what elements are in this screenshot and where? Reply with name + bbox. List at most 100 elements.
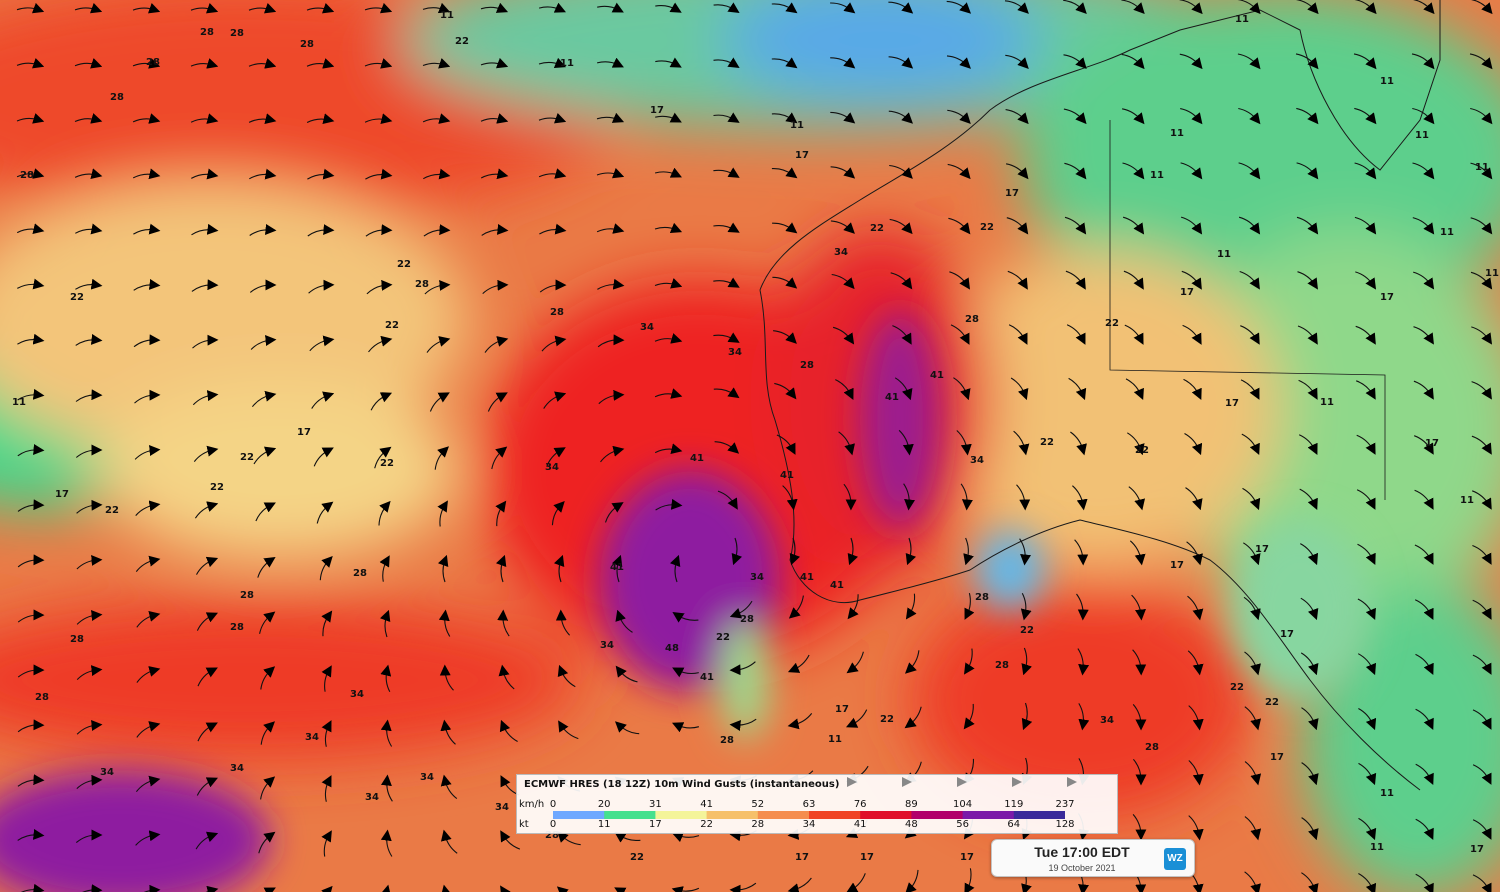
wind-arrow-icon <box>717 490 738 510</box>
contour-label: 28 <box>545 830 559 841</box>
wind-arrow-icon <box>830 111 856 124</box>
wind-arrow-icon <box>1125 378 1144 401</box>
wind-arrow-icon <box>143 884 161 892</box>
contour-label: 28 <box>550 307 564 318</box>
contour-label: 28 <box>353 568 367 579</box>
wind-arrow-icon <box>1412 107 1435 125</box>
contour-label: 22 <box>380 458 394 469</box>
contour-label: 17 <box>1225 398 1239 409</box>
contour-label: 28 <box>740 614 754 625</box>
wind-arrow-icon <box>904 650 920 674</box>
wind-arrow-icon <box>654 443 683 455</box>
wind-arrow-icon <box>74 168 103 180</box>
contour-label: 48 <box>665 643 679 654</box>
contour-label: 22 <box>980 222 994 233</box>
wind-arrow-icon <box>832 326 855 345</box>
wind-arrow-icon <box>16 58 45 69</box>
contour-label: 22 <box>397 259 411 270</box>
wind-arrow-icon <box>845 709 868 728</box>
wind-arrow-icon <box>1356 434 1376 455</box>
contour-label: 22 <box>105 505 119 516</box>
wind-arrow-icon <box>1470 107 1493 125</box>
legend-kmh-tick: 89 <box>905 799 918 810</box>
wind-arrow-icon <box>615 665 638 683</box>
wind-arrow-icon <box>1243 596 1261 621</box>
wind-arrow-icon <box>321 720 332 747</box>
wind-arrow-icon <box>1298 379 1318 400</box>
wind-arrow-icon <box>1005 109 1029 125</box>
contour-label: 17 <box>55 489 69 500</box>
contour-label: 34 <box>728 347 742 358</box>
wind-arrow-icon <box>903 483 916 511</box>
wind-arrow-icon <box>541 335 567 352</box>
wind-arrow-icon <box>1472 654 1492 675</box>
legend-arrow-icons <box>847 777 1077 787</box>
wind-arrow-icon <box>423 168 451 180</box>
wind-arrow-icon <box>964 592 975 620</box>
contour-label: 17 <box>795 150 809 161</box>
wind-arrow-icon <box>1007 270 1028 290</box>
wind-arrow-icon <box>963 703 975 730</box>
wind-arrow-icon <box>1006 163 1029 180</box>
wind-arrow-icon <box>17 664 45 678</box>
legend-kmh-tick: 119 <box>1004 799 1024 810</box>
contour-label: 34 <box>600 640 614 651</box>
wind-arrow-icon <box>1008 324 1028 345</box>
legend-kmh-tick: 104 <box>953 799 973 810</box>
wind-arrow-icon <box>364 58 393 69</box>
wind-arrow-icon <box>74 113 103 124</box>
wind-arrow-icon <box>17 444 45 457</box>
wind-arrow-icon <box>259 611 276 634</box>
contour-label: 17 <box>1380 292 1394 303</box>
wind-arrow-icon <box>429 392 450 412</box>
contour-label: 34 <box>970 455 984 466</box>
wind-arrow-icon <box>75 389 103 402</box>
wind-arrow-icon <box>251 390 277 408</box>
contour-label: 34 <box>750 572 764 583</box>
wind-arrow-icon <box>771 167 798 179</box>
wind-arrow-icon <box>248 2 277 14</box>
wind-arrow-icon <box>773 330 797 344</box>
wind-arrow-icon <box>1180 216 1203 235</box>
wind-arrow-icon <box>1412 217 1435 235</box>
wind-arrow-icon <box>248 113 277 125</box>
legend-kmh-tick: 63 <box>802 799 816 810</box>
wind-arrow-icon <box>713 112 740 123</box>
wind-arrow-icon <box>370 392 393 411</box>
contour-label: 17 <box>960 852 974 863</box>
wind-arrow-icon <box>538 168 567 179</box>
contour-label: 28 <box>70 634 84 645</box>
wind-arrow-icon <box>378 500 391 526</box>
wind-arrow-icon <box>597 278 625 290</box>
wind-arrow-icon <box>1470 271 1493 290</box>
wind-arrow-icon <box>1066 324 1086 345</box>
wind-arrow-icon <box>831 273 855 290</box>
wind-arrow-icon <box>1414 435 1434 455</box>
wind-arrow-icon <box>1472 819 1492 840</box>
wind-arrow-icon <box>1469 53 1493 70</box>
legend-kt-tick: 34 <box>802 819 816 830</box>
wind-arrow-icon <box>422 58 451 69</box>
wind-arrow-icon <box>1070 431 1087 456</box>
contour-label: 28 <box>146 57 160 68</box>
legend-color-swatch <box>757 811 810 819</box>
wind-arrow-icon <box>553 554 565 583</box>
wind-arrow-icon <box>713 387 740 399</box>
wind-arrow-icon <box>1063 0 1087 14</box>
wind-arrow-icon <box>1179 53 1203 70</box>
wind-arrow-icon <box>1356 489 1376 510</box>
wind-arrow-icon <box>946 55 971 69</box>
wind-arrow-icon <box>1129 540 1146 566</box>
wind-arrow-icon <box>596 57 624 68</box>
wind-arrow-icon <box>440 719 456 745</box>
wind-arrow-icon <box>1238 107 1261 125</box>
wind-arrow-icon <box>249 224 277 236</box>
contour-label: 17 <box>297 427 311 438</box>
contour-labels: 28 28 28 28 22 11 11 17 17 11 28 28 22 22 28 22 28 34 34 28… <box>12 10 1499 863</box>
wind-arrow-icon <box>1471 326 1493 345</box>
wind-arrow-icon <box>1020 592 1032 621</box>
wind-arrow-icon <box>615 609 633 633</box>
wind-arrow-icon <box>1414 544 1434 565</box>
wind-arrow-icon <box>771 112 798 124</box>
wind-arrow-icon <box>1127 432 1145 456</box>
